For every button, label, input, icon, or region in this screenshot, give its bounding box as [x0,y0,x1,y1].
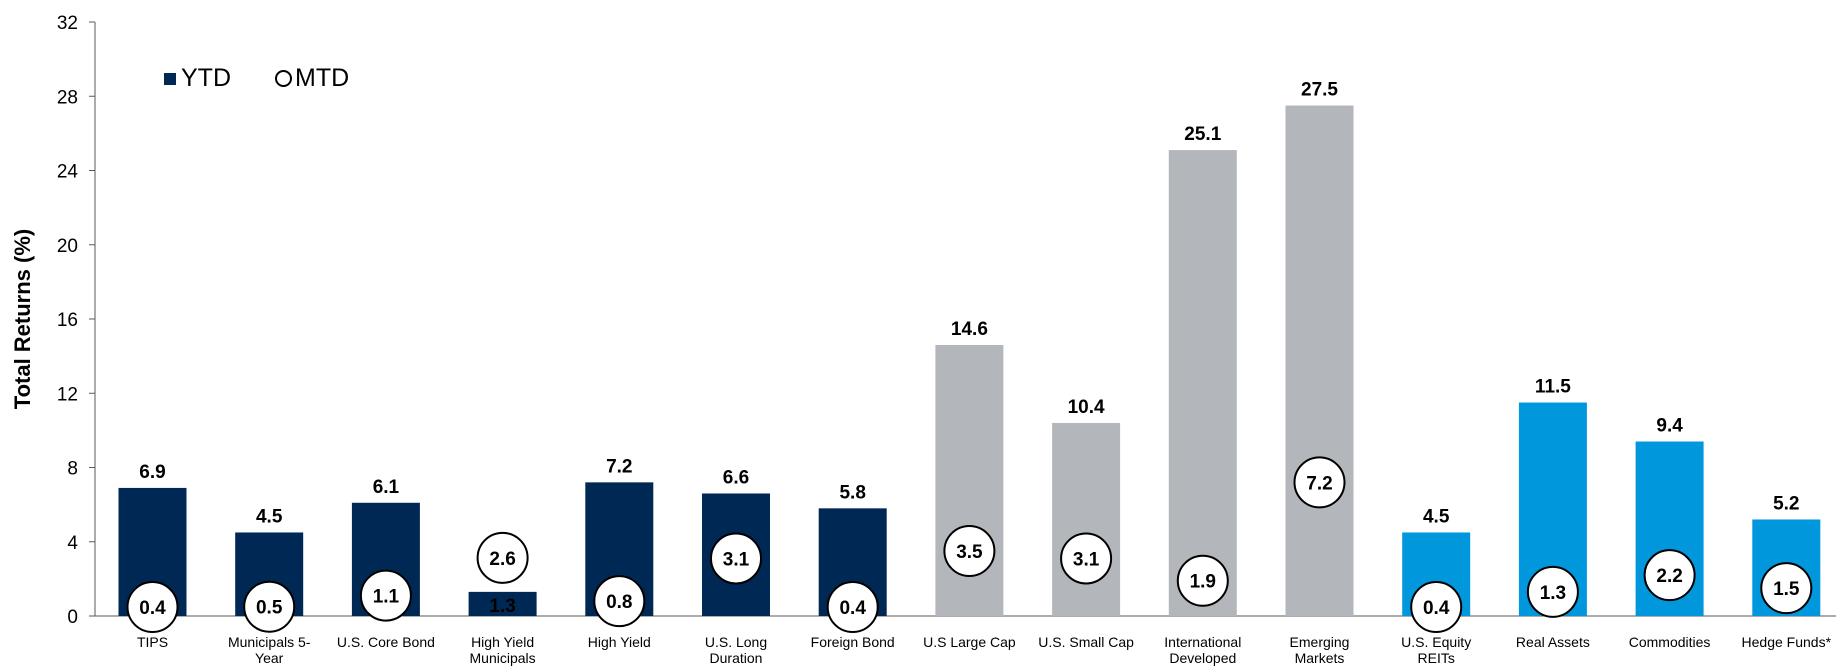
y-tick-label: 12 [57,384,78,405]
category-label: Developed [1169,650,1236,666]
data-label-ytd: 9.4 [1656,416,1683,437]
bar-ytd [1285,105,1354,616]
data-label-mtd: 0.4 [839,598,866,619]
data-label-mtd: 7.2 [1306,473,1332,494]
category-label: International [1164,634,1241,650]
data-label-mtd: 1.9 [1190,572,1216,593]
y-tick-label: 16 [57,310,78,331]
data-label-ytd: 5.8 [839,482,865,503]
mtd-marker [943,525,996,578]
legend-ytd-label: YTD [181,64,231,92]
y-tick-label: 0 [67,607,78,628]
category-label: U.S. Core Bond [337,634,435,650]
data-label-mtd: 0.8 [606,592,632,613]
chart-legend: YTD MTD [164,64,349,93]
data-label-ytd: 4.5 [1423,506,1450,527]
mtd-marker [1526,565,1579,618]
data-label-ytd: 6.1 [373,477,400,498]
data-label-mtd: 3.1 [1073,549,1100,570]
mtd-marker [359,569,412,622]
y-tick-label: 28 [57,87,78,108]
mtd-marker [243,580,296,633]
data-label-ytd: 14.6 [951,319,988,340]
mtd-marker [1176,554,1229,607]
data-label-mtd: 2.6 [489,549,515,570]
y-tick-label: 4 [67,533,78,554]
category-label: REITs [1418,650,1455,666]
mtd-marker [1293,456,1346,509]
category-label: High Yield [471,634,534,650]
data-label-ytd: 5.2 [1773,493,1799,514]
category-label: Foreign Bond [811,634,895,650]
mtd-marker [1060,532,1113,585]
category-label: U.S. Small Cap [1038,634,1134,650]
category-label: Duration [710,650,763,666]
category-label: U.S Large Cap [923,634,1016,650]
category-label: TIPS [137,634,168,650]
category-label: U.S. Long [705,634,767,650]
category-label: Commodities [1629,634,1711,650]
category-label: Emerging [1290,634,1350,650]
mtd-marker [126,581,179,633]
category-label: Markets [1295,650,1345,666]
bar-ytd [1168,150,1237,617]
category-label: High Yield [588,634,651,650]
legend-ytd-swatch [164,72,176,85]
mtd-marker [593,575,646,628]
data-label-mtd: 0.5 [256,598,283,619]
legend-mtd-circle-icon [275,70,292,87]
y-axis-label: Total Returns (%) [10,229,35,409]
data-label-ytd: 6.6 [723,467,749,488]
category-label: Real Assets [1516,634,1590,650]
data-label-mtd: 2.2 [1656,566,1682,587]
data-label-mtd: 1.3 [1540,583,1566,604]
mtd-marker [1760,562,1813,615]
y-tick-label: 24 [57,162,79,183]
category-label: Municipals [470,650,536,666]
data-label-ytd: 10.4 [1068,397,1105,418]
y-tick-label: 32 [57,13,78,34]
legend-mtd-label: MTD [295,64,350,92]
data-label-ytd: 6.9 [139,462,165,483]
data-label-mtd: 3.1 [723,549,750,570]
bar-ytd [468,591,537,616]
data-label-ytd: 25.1 [1184,124,1221,145]
data-label-mtd: 3.5 [956,542,983,563]
mtd-marker [1643,549,1696,602]
data-label-ytd: 1.3 [489,596,515,617]
mtd-marker [476,531,529,584]
y-tick-label: 8 [67,459,78,480]
y-tick-label: 20 [57,236,78,257]
category-label: Year [255,650,284,666]
data-label-mtd: 1.1 [373,587,400,608]
data-label-mtd: 1.5 [1773,579,1800,600]
data-label-ytd: 11.5 [1535,377,1571,398]
data-label-ytd: 27.5 [1301,80,1338,101]
category-label: Hedge Funds* [1742,634,1832,650]
data-label-mtd: 0.4 [1423,598,1450,619]
mtd-marker [710,532,762,585]
data-label-ytd: 7.2 [606,456,632,477]
category-label: U.S. Equity [1401,634,1471,650]
category-label: Municipals 5- [228,634,311,650]
bar-ytd [1052,422,1121,616]
mtd-marker [1410,581,1463,633]
data-label-mtd: 0.4 [139,598,166,619]
data-label-ytd: 4.5 [256,506,283,527]
mtd-marker [826,581,879,633]
